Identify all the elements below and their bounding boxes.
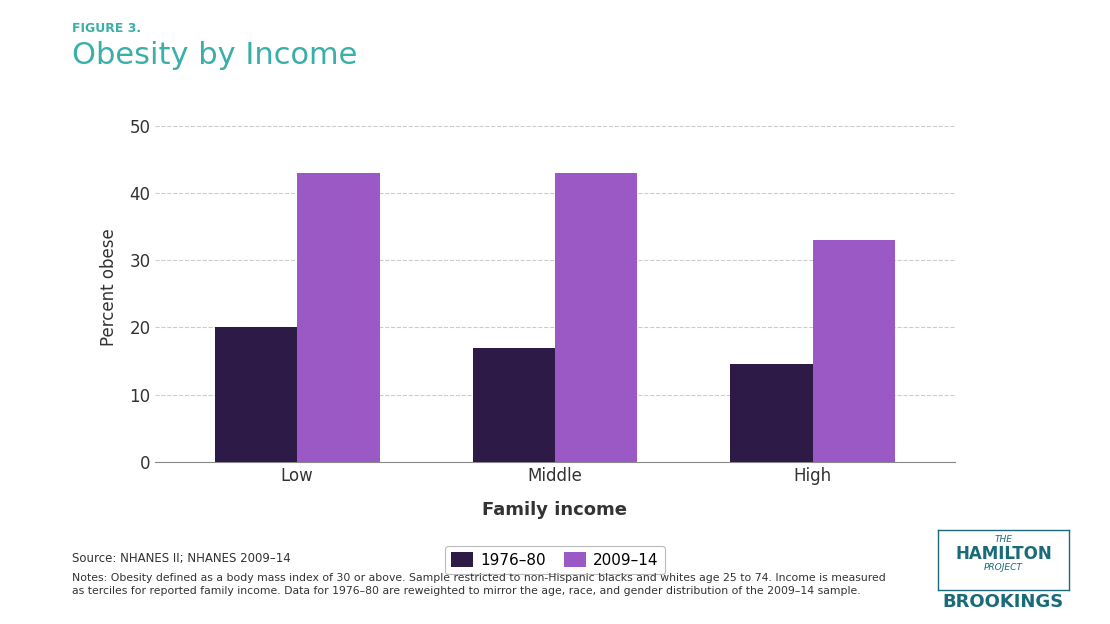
Bar xyxy=(813,240,896,462)
Y-axis label: Percent obese: Percent obese xyxy=(100,228,119,346)
Text: Notes: Obesity defined as a body mass index of 30 or above. Sample restricted to: Notes: Obesity defined as a body mass in… xyxy=(72,573,886,596)
Text: THE: THE xyxy=(995,535,1012,544)
Text: HAMILTON: HAMILTON xyxy=(955,545,1052,563)
Text: FIGURE 3.: FIGURE 3. xyxy=(72,22,141,35)
Text: PROJECT: PROJECT xyxy=(983,563,1023,572)
Bar xyxy=(473,348,555,462)
X-axis label: Family income: Family income xyxy=(483,501,627,519)
Bar xyxy=(730,364,813,462)
Text: BROOKINGS: BROOKINGS xyxy=(942,593,1064,611)
Bar xyxy=(297,173,380,462)
Bar xyxy=(214,328,297,462)
Bar xyxy=(555,173,637,462)
Text: Source: NHANES II; NHANES 2009–14: Source: NHANES II; NHANES 2009–14 xyxy=(72,552,291,565)
Text: Obesity by Income: Obesity by Income xyxy=(72,41,357,69)
Legend: 1976–80, 2009–14: 1976–80, 2009–14 xyxy=(445,546,665,574)
